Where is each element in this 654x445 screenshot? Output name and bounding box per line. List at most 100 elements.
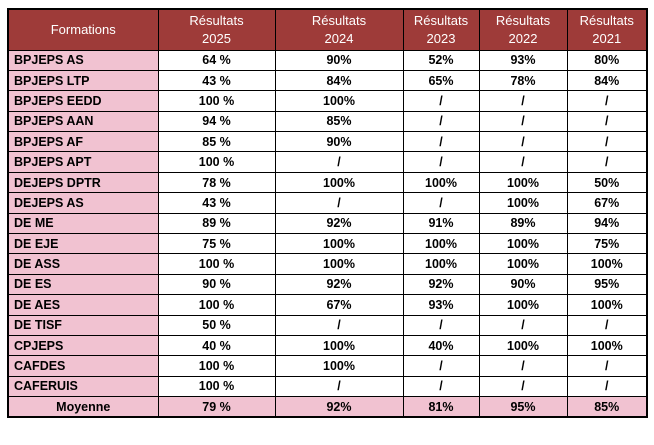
formation-cell: DE AES (7, 294, 159, 316)
result-cell: 100% (274, 334, 404, 357)
result-cell: 100% (478, 233, 568, 255)
result-cell: 89% (478, 212, 568, 235)
result-cell: 65% (402, 69, 480, 92)
result-cell: / (402, 314, 480, 336)
result-cell: 100% (566, 334, 648, 357)
result-cell: 78 % (157, 171, 276, 194)
table-row: DEJEPS AS 43 % //100% 67% (7, 192, 648, 214)
result-cell: 85 % (157, 131, 276, 153)
result-cell: 90% (478, 273, 568, 296)
result-cell: 92% (274, 273, 404, 296)
column-header-formations: Formations (7, 8, 159, 51)
result-cell: 79 % (157, 396, 276, 418)
table-row: CPJEPS 40 % 100% 40% 100% 100% (7, 334, 648, 357)
moyenne-label-cell: Moyenne (7, 396, 159, 418)
column-header-results-2023: Résultats 2023 (402, 8, 480, 51)
table-row: BPJEPS AF 85 % 90% / / / (7, 131, 648, 153)
result-cell: / (566, 375, 648, 398)
result-cell: 100% (274, 355, 404, 377)
formation-cell: CAFDES (7, 355, 159, 377)
column-header-line1: Résultats (495, 12, 551, 28)
column-header-label: Formations (50, 21, 116, 37)
formation-cell: DE EJE (7, 233, 159, 255)
result-cell: 67% (566, 192, 648, 214)
table-row: DE TISF 50 % / / / / (7, 314, 648, 336)
result-cell: 93% (402, 294, 480, 316)
result-cell: / (478, 131, 568, 153)
table-row: DE AES 100 % 67% 93% 100% 100% (7, 294, 648, 316)
result-cell: 100 % (157, 151, 276, 173)
formation-cell: BPJEPS EEDD (7, 90, 159, 112)
result-cell: / (274, 314, 404, 336)
result-cell: 64 % (157, 49, 276, 71)
result-cell: 75 % (157, 233, 276, 255)
result-cell: 100 % (157, 253, 276, 275)
result-cell: 75% (566, 233, 648, 255)
result-cell: 100 % (157, 90, 276, 112)
result-cell: 67% (274, 294, 404, 316)
result-cell: / (566, 131, 648, 153)
result-cell: 50 % (157, 314, 276, 336)
formation-cell: CPJEPS (7, 334, 159, 357)
result-cell: 89 % (157, 212, 276, 235)
column-header-line2: 2022 (508, 30, 538, 46)
result-cell: / (402, 131, 480, 153)
result-cell: 100% (566, 294, 648, 316)
result-cell: / (566, 110, 648, 133)
column-header-line1: Résultats (413, 12, 469, 28)
moyenne-row: Moyenne 79 % 92% 81% 95% 85% (7, 396, 648, 418)
result-cell: 90% (274, 131, 404, 153)
result-cell: / (402, 375, 480, 398)
result-cell: / (566, 151, 648, 173)
table-row: BPJEPS EEDD 100 % 100% / / / (7, 90, 648, 112)
result-cell: 90 % (157, 273, 276, 296)
result-cell: 94% (566, 212, 648, 235)
result-cell: / (478, 314, 568, 336)
formation-cell: BPJEPS LTP (7, 69, 159, 92)
result-cell: / (478, 151, 568, 173)
column-header-results-2021: Résultats 2021 (566, 8, 648, 51)
result-cell: / (402, 110, 480, 133)
result-cell: 92% (274, 212, 404, 235)
result-cell: / (402, 192, 480, 214)
result-cell: / (274, 192, 404, 214)
result-cell: 100 % (157, 375, 276, 398)
result-cell: 40% (402, 334, 480, 357)
formation-cell: DE ES (7, 273, 159, 296)
result-cell: 93% (478, 49, 568, 71)
result-cell: / (566, 355, 648, 377)
column-header-line2: 2023 (426, 30, 456, 46)
table-row: CAFERUIS 100 % / / / / (7, 375, 648, 398)
column-header-results-2022: Résultats 2022 (478, 8, 568, 51)
formation-cell: DE ASS (7, 253, 159, 275)
result-cell: 80% (566, 49, 648, 71)
result-cell: 100 % (157, 294, 276, 316)
column-header-line2: 2021 (592, 30, 622, 46)
column-header-line1: Résultats (579, 12, 634, 28)
formation-cell: BPJEPS APT (7, 151, 159, 173)
result-cell: 40 % (157, 334, 276, 357)
table-row: BPJEPS APT 100 % / / / / (7, 151, 648, 173)
result-cell: 95% (566, 273, 648, 296)
result-cell: 92% (402, 273, 480, 296)
column-header-results-2025: Résultats 2025 (157, 8, 276, 51)
result-cell: 100% (274, 171, 404, 194)
header-row: Formations Résultats 2025 Résultats 2024… (7, 8, 648, 51)
result-cell: 85% (566, 396, 648, 418)
result-cell: / (478, 355, 568, 377)
table-row: DE ME 89 % 92% 91% 89% 94% (7, 212, 648, 235)
result-cell: / (274, 151, 404, 173)
result-cell: 100% (274, 233, 404, 255)
result-cell: / (478, 375, 568, 398)
table-row: BPJEPS LTP 43 % 84% 65% 78% 84% (7, 69, 648, 92)
formation-cell: BPJEPS AS (7, 49, 159, 71)
formation-cell: DEJEPS DPTR (7, 171, 159, 194)
result-cell: / (402, 90, 480, 112)
result-cell: 85% (274, 110, 404, 133)
column-header-line1: Résultats (189, 12, 244, 28)
result-cell: / (274, 375, 404, 398)
table-row: DE EJE 75 % 100% 100% 100% 75% (7, 233, 648, 255)
results-table: Formations Résultats 2025 Résultats 2024… (7, 8, 648, 419)
result-cell: 78% (478, 69, 568, 92)
result-cell: 100% (566, 253, 648, 275)
